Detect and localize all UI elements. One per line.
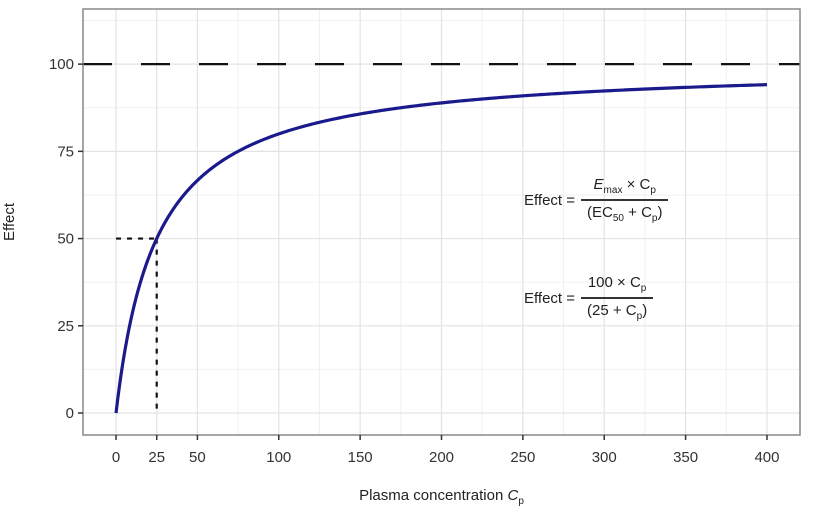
general-equation: Effect = Emax × Cp (EC50 + Cp)	[524, 176, 669, 224]
x-axis-label: Plasma concentration Cp	[359, 487, 524, 507]
x-tick-label: 25	[148, 449, 165, 466]
x-tick-label: 400	[754, 449, 779, 466]
x-tick-label: 150	[348, 449, 373, 466]
x-tick-label: 50	[189, 449, 206, 466]
equation-lhs: Effect =	[524, 191, 576, 209]
x-tick-label: 350	[673, 449, 698, 466]
x-tick-label: 200	[429, 449, 454, 466]
x-tick-label: 100	[266, 449, 291, 466]
effect-curve	[114, 83, 768, 414]
y-tick-label: 25	[57, 318, 74, 335]
y-axis-label: Effect	[1, 202, 18, 241]
y-tick-label: 75	[57, 143, 74, 160]
y-tick-label: 50	[57, 231, 74, 248]
equation-denominator: (EC50 + Cp)	[581, 199, 669, 224]
equation-numerator: Emax × Cp	[593, 176, 656, 196]
x-tick-label: 250	[510, 449, 535, 466]
equation-denominator: (25 + Cp)	[581, 297, 654, 322]
y-tick-label: 0	[66, 405, 74, 422]
y-tick-label: 100	[49, 56, 74, 73]
specific-equation: Effect = 100 × Cp (25 + Cp)	[524, 274, 654, 322]
x-tick-label: 300	[592, 449, 617, 466]
equation-numerator: 100 × Cp	[587, 274, 647, 294]
equation-lhs: Effect =	[524, 289, 576, 307]
x-tick-label: 0	[112, 449, 120, 466]
